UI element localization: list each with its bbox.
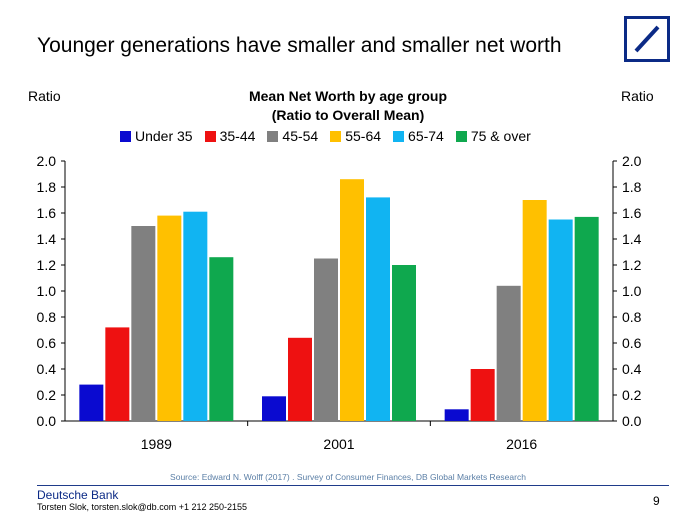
legend-label: 75 & over: [470, 128, 531, 144]
y-tick-label-left: 2.0: [37, 153, 57, 169]
y-tick-label-right: 0.0: [622, 413, 642, 429]
bar-55-64-2001: [340, 179, 364, 421]
y-tick-label-left: 0.0: [37, 413, 57, 429]
bar-45-54-2001: [314, 258, 338, 421]
slide-title: Younger generations have smaller and sma…: [37, 34, 562, 57]
bar-75-over-1989: [209, 257, 234, 421]
bar-chart: 0.0 0.0 0.2 0.2 0.4 0.4 0.6 0.6 0.8 0.8 1.0 1.0 1.2 1…: [37, 153, 642, 452]
y-axis-label-right: Ratio: [621, 88, 654, 104]
legend-label: 45-54: [282, 128, 319, 144]
bar-75-over-2001: [392, 265, 416, 421]
legend-swatch: [455, 130, 467, 142]
y-tick-label-right: 1.0: [622, 283, 642, 299]
bar-65-74-1989: [183, 211, 208, 421]
legend-item: 45-54: [267, 128, 318, 144]
bar-65-74-2001: [366, 197, 390, 421]
y-tick-label-right: 1.6: [622, 205, 642, 221]
y-tick-label-left: 1.6: [37, 205, 57, 221]
bar-55-64-1989: [157, 215, 182, 421]
bar-under-35-1989: [79, 384, 104, 421]
legend-swatch: [330, 130, 342, 142]
bar-75-over-2016: [574, 216, 599, 421]
y-tick-label-right: 0.8: [622, 309, 642, 325]
footer-contact: Torsten Slok, torsten.slok@db.com +1 212…: [37, 502, 248, 512]
legend-item: 75 & over: [455, 128, 531, 144]
legend-label: Under 35: [135, 128, 193, 144]
y-tick-label-left: 0.6: [37, 335, 57, 351]
chart-legend: Under 35 35-44 45-54 55-64 65-74 75 & over: [120, 128, 543, 144]
bar-35-44-2016: [470, 369, 495, 421]
bar-55-64-2016: [522, 200, 547, 421]
legend-item: 35-44: [204, 128, 256, 144]
legend-swatch: [204, 130, 216, 142]
y-tick-label-right: 1.8: [622, 179, 642, 195]
y-tick-label-left: 1.2: [37, 257, 57, 273]
legend-item: 55-64: [330, 128, 381, 144]
legend-item: 65-74: [393, 128, 444, 144]
y-tick-label-right: 0.2: [622, 387, 642, 403]
legend-label: 55-64: [345, 128, 382, 144]
bar-45-54-1989: [131, 226, 156, 421]
bar-35-44-2001: [288, 337, 312, 421]
page-number: 9: [653, 494, 660, 508]
y-tick-label-right: 0.4: [622, 361, 642, 377]
x-tick-label: 2016: [506, 436, 537, 452]
y-tick-label-right: 2.0: [622, 153, 642, 169]
legend-label: 35-44: [219, 128, 256, 144]
y-tick-label-left: 1.8: [37, 179, 57, 195]
y-tick-label-left: 1.4: [37, 231, 57, 247]
bar-45-54-2016: [496, 285, 521, 421]
legend-swatch: [393, 130, 405, 142]
legend-swatch: [120, 130, 131, 142]
deutsche-bank-logo-icon: [624, 16, 670, 62]
x-tick-label: 2001: [323, 436, 354, 452]
chart-subtitle: (Ratio to Overall Mean): [271, 107, 425, 123]
legend-item: Under 35: [120, 128, 193, 144]
bar-under-35-2001: [262, 396, 286, 421]
y-tick-label-left: 0.4: [37, 361, 57, 377]
y-axis-label-left: Ratio: [28, 88, 61, 104]
bar-under-35-2016: [444, 409, 469, 421]
bar-35-44-1989: [105, 327, 130, 421]
source-note: Source: Edward N. Wolff (2017) . Survey …: [170, 472, 526, 482]
y-tick-label-right: 1.4: [622, 231, 642, 247]
footer-brand: Deutsche Bank: [37, 488, 119, 502]
footer-divider: [37, 485, 669, 486]
y-tick-label-right: 1.2: [622, 257, 642, 273]
legend-label: 65-74: [408, 128, 444, 144]
y-tick-label-left: 0.2: [37, 387, 57, 403]
y-tick-label-left: 0.8: [37, 309, 57, 325]
chart-title: Mean Net Worth by age group: [248, 88, 448, 104]
y-tick-label-left: 1.0: [37, 283, 57, 299]
legend-swatch: [267, 130, 279, 142]
bar-65-74-2016: [548, 219, 573, 421]
y-tick-label-right: 0.6: [622, 335, 642, 351]
x-tick-label: 1989: [141, 436, 172, 452]
